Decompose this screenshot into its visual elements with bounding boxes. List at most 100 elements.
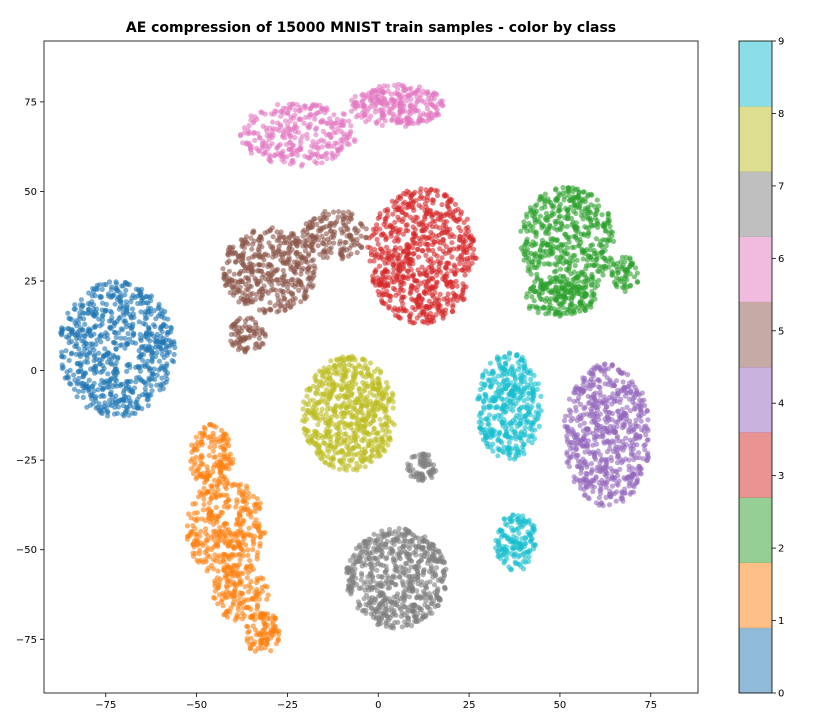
scatter-point [136,365,142,371]
scatter-point [127,403,133,409]
scatter-point [410,200,416,206]
scatter-point [113,401,119,407]
scatter-point [252,533,258,540]
scatter-point [244,286,250,292]
scatter-point [591,262,597,269]
scatter-point [142,346,148,352]
scatter-point [238,578,244,584]
scatter-point [603,243,609,249]
scatter-point [280,267,286,274]
scatter-point [603,473,610,479]
scatter-point [596,268,602,274]
scatter-point [135,300,141,307]
scatter-point [539,225,545,231]
scatter-point [213,558,219,564]
scatter-point [372,252,378,258]
scatter-point [553,262,560,268]
scatter-point [144,397,150,403]
scatter-point [582,212,588,218]
scatter-point [352,225,358,231]
scatter-point [161,380,167,387]
scatter-point [220,557,226,563]
scatter-point [415,254,422,260]
scatter-point [374,236,380,243]
scatter-point [460,290,466,296]
scatter-point [415,246,421,252]
scatter-point [551,225,558,231]
scatter-point [281,296,287,302]
scatter-point [194,557,200,564]
scatter-point [445,204,451,210]
scatter-point [279,134,286,140]
scatter-point [137,377,144,383]
scatter-point [210,469,216,475]
scatter-point [248,514,254,520]
scatter-point [399,531,405,537]
scatter-point [410,224,416,230]
scatter-point [589,298,595,304]
scatter-point [344,141,350,147]
scatter-point [142,321,149,327]
scatter-point [313,132,319,138]
scatter-point [237,315,243,322]
scatter-point [521,257,527,263]
scatter-point [137,331,143,338]
scatter-point [390,262,397,268]
scatter-point [106,279,113,285]
scatter-point [73,317,80,324]
scatter-point [557,266,564,272]
scatter-point [434,253,440,259]
scatter-point [245,547,251,553]
scatter-point [217,513,223,519]
scatter-point [449,268,455,274]
scatter-point [419,222,425,229]
scatter-point [404,222,410,228]
scatter-point [236,509,242,515]
scatter-point [597,385,603,391]
scatter-point [437,291,443,297]
scatter-point [618,370,624,376]
scatter-point [264,133,270,139]
scatter-point [250,546,256,553]
scatter-point [583,431,589,437]
scatter-point [621,276,628,282]
scatter-point [425,278,431,284]
scatter-point [131,330,137,336]
scatter-point [292,135,298,141]
scatter-point [557,213,563,219]
scatter-point [392,219,398,225]
scatter-point [590,442,596,448]
scatter-point [146,392,152,398]
scatter-point [150,350,156,356]
scatter-point [616,438,622,444]
scatter-point [210,448,216,454]
scatter-point [259,143,265,149]
scatter-point [370,89,376,96]
scatter-point [550,203,557,209]
scatter-point [438,552,444,558]
scatter-point [247,291,253,297]
scatter-point [567,302,573,308]
scatter-point [421,289,427,295]
scatter-point [95,387,101,393]
scatter-point [335,148,341,154]
scatter-point [358,233,364,239]
scatter-point [331,240,337,246]
scatter-point [627,437,633,443]
scatter-point [563,266,570,273]
scatter-point [549,210,555,216]
scatter-point [273,253,279,259]
scatter-point [271,628,277,634]
scatter-point [311,144,317,150]
scatter-point [72,302,78,308]
scatter-point [131,385,138,391]
scatter-point [143,331,149,337]
scatter-point [554,254,560,261]
scatter-point [555,195,561,201]
scatter-point [574,257,580,263]
scatter-point [381,83,387,89]
scatter-point [259,110,265,116]
scatter-point [592,366,598,372]
scatter-point [430,285,436,291]
scatter-point [589,281,595,287]
